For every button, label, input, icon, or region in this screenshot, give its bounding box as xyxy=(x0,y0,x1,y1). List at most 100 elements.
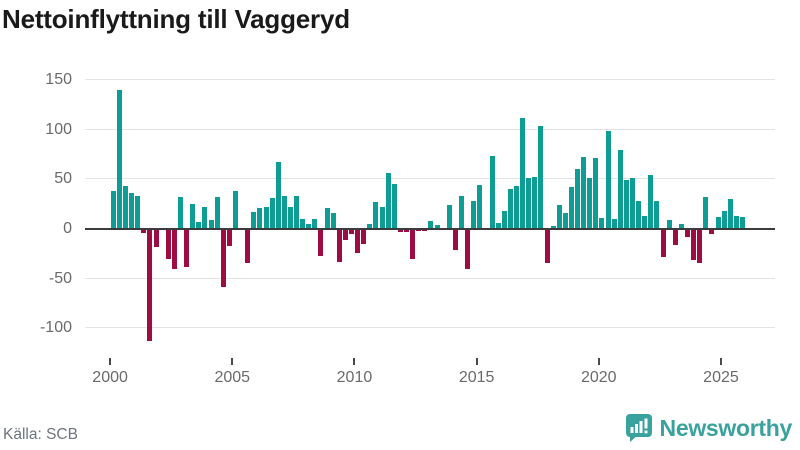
bar-2000Q2 xyxy=(116,90,122,229)
bar-2007Q3 xyxy=(294,195,300,229)
bar-2003Q1 xyxy=(184,228,190,268)
bar-2005Q4 xyxy=(251,211,257,229)
gridline xyxy=(85,277,775,279)
bar-2019Q1 xyxy=(575,168,581,229)
x-axis-tick-label: 2015 xyxy=(458,369,495,386)
bar-2024Q4 xyxy=(715,216,721,229)
bar-2019Q4 xyxy=(593,157,599,229)
bar-2010Q2 xyxy=(361,228,367,245)
bar-2022Q3 xyxy=(660,228,666,258)
bar-2018Q4 xyxy=(568,186,574,229)
bar-2022Q4 xyxy=(666,219,672,229)
bar-2008Q4 xyxy=(324,207,330,229)
bar-2012Q1 xyxy=(404,228,410,233)
bar-2024Q1 xyxy=(697,228,703,264)
x-axis-tick xyxy=(597,358,600,365)
y-axis-tick-label: 150 xyxy=(45,71,72,89)
bar-2011Q1 xyxy=(379,206,385,229)
bar-2024Q3 xyxy=(709,228,715,235)
bar-2025Q4 xyxy=(739,216,745,229)
newsworthy-icon xyxy=(625,414,652,442)
bar-2012Q3 xyxy=(416,228,422,232)
bar-2018Q3 xyxy=(562,212,568,229)
gridline xyxy=(85,178,775,180)
bar-2003Q3 xyxy=(196,221,202,229)
y-axis-tick-label: 50 xyxy=(54,170,72,188)
newsworthy-logo[interactable]: Newsworthy xyxy=(625,413,793,443)
bar-2000Q1 xyxy=(110,190,116,229)
gridline xyxy=(85,79,775,81)
x-axis-tick-label: 2010 xyxy=(336,369,373,386)
bar-2011Q4 xyxy=(397,228,403,233)
bar-2011Q2 xyxy=(385,172,391,229)
bar-2007Q2 xyxy=(287,206,293,229)
bar-2006Q3 xyxy=(269,197,275,229)
bar-2016Q1 xyxy=(501,210,507,229)
bar-2010Q1 xyxy=(355,228,361,254)
bar-2008Q3 xyxy=(318,228,324,257)
x-axis-tick-label: 2000 xyxy=(92,369,128,386)
bar-2000Q4 xyxy=(129,192,135,229)
bar-2006Q4 xyxy=(275,161,281,229)
bar-2009Q2 xyxy=(336,228,342,263)
bar-2014Q2 xyxy=(458,195,464,229)
zero-axis-line xyxy=(85,227,775,230)
x-axis-tick xyxy=(719,358,722,365)
bar-2009Q3 xyxy=(342,228,348,241)
bar-2025Q2 xyxy=(727,198,733,229)
bar-2013Q4 xyxy=(446,204,452,229)
bar-2025Q1 xyxy=(721,210,727,229)
bar-2011Q3 xyxy=(391,183,397,229)
bar-2017Q4 xyxy=(544,228,550,264)
y-axis-tick-label: -100 xyxy=(39,319,72,337)
bar-2003Q2 xyxy=(190,203,196,229)
bar-2009Q1 xyxy=(330,212,336,229)
x-axis-tick xyxy=(353,358,356,365)
bar-2012Q2 xyxy=(410,228,416,260)
bar-2022Q2 xyxy=(654,200,660,229)
bar-2001Q4 xyxy=(153,228,159,248)
bar-2017Q3 xyxy=(538,126,544,229)
newsworthy-wordmark: Newsworthy xyxy=(659,414,793,441)
x-axis-tick-label: 2005 xyxy=(214,369,251,386)
bar-2015Q3 xyxy=(489,156,495,229)
bar-2021Q4 xyxy=(642,215,648,229)
x-axis-tick xyxy=(109,358,112,365)
bar-2022Q1 xyxy=(648,174,654,229)
bar-2005Q1 xyxy=(232,190,238,229)
bar-2015Q1 xyxy=(477,184,483,229)
bar-2005Q3 xyxy=(245,228,251,264)
x-axis-tick-label: 2025 xyxy=(703,369,739,386)
gridline xyxy=(85,128,775,130)
bar-2023Q1 xyxy=(672,228,678,246)
y-axis-tick-label: 100 xyxy=(45,120,72,138)
bar-2002Q3 xyxy=(171,228,177,270)
bar-2018Q2 xyxy=(556,204,562,229)
bar-2006Q1 xyxy=(257,207,263,229)
bar-2010Q3 xyxy=(367,223,373,229)
bar-2023Q3 xyxy=(685,228,691,238)
bar-2019Q2 xyxy=(581,157,587,229)
source-label: Källa: SCB xyxy=(3,426,78,443)
bar-2008Q1 xyxy=(306,223,312,229)
bar-2014Q3 xyxy=(465,228,471,270)
bar-2013Q2 xyxy=(434,224,440,229)
bar-2023Q2 xyxy=(678,223,684,229)
bar-2004Q1 xyxy=(208,219,214,229)
bar-2020Q1 xyxy=(599,217,605,229)
bar-2001Q1 xyxy=(135,195,141,229)
bar-2023Q4 xyxy=(691,228,697,261)
bar-2020Q3 xyxy=(611,218,617,229)
bar-2020Q4 xyxy=(617,150,623,229)
bar-2001Q2 xyxy=(141,228,147,234)
bar-2018Q1 xyxy=(550,225,556,229)
bar-2024Q2 xyxy=(703,196,709,229)
bar-2010Q4 xyxy=(373,201,379,229)
bar-2014Q1 xyxy=(452,228,458,251)
bar-2019Q3 xyxy=(587,177,593,229)
bar-2012Q4 xyxy=(422,228,428,232)
x-axis-tick xyxy=(231,358,234,365)
bar-2001Q3 xyxy=(147,228,153,341)
bar-2007Q1 xyxy=(281,195,287,229)
